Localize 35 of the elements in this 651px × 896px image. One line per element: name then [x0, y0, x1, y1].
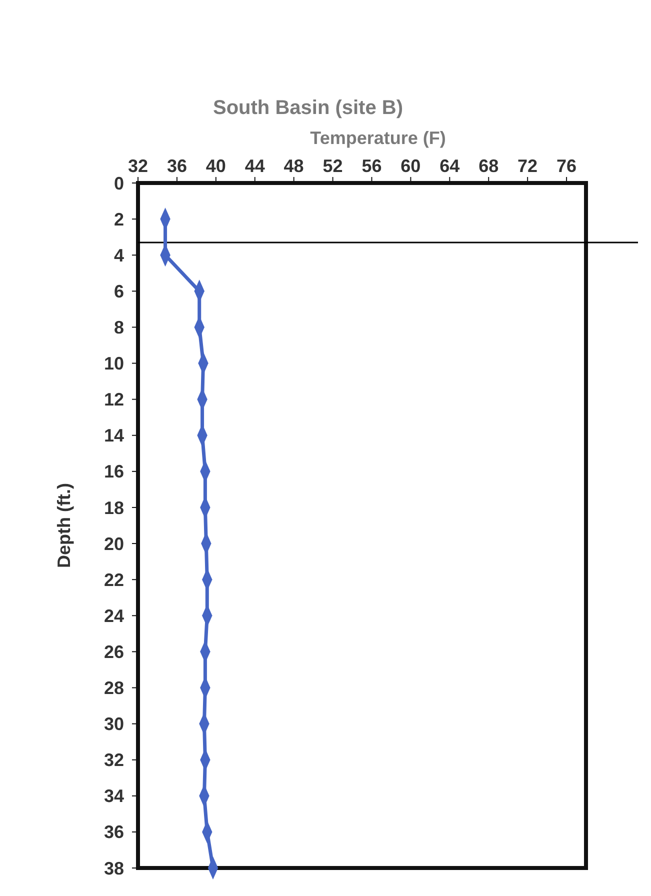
y-tick-label: 36	[104, 822, 124, 842]
x-tick-label: 64	[440, 156, 460, 176]
x-tick-label: 52	[322, 156, 343, 176]
y-tick-label: 26	[104, 642, 124, 662]
y-tick-label: 4	[114, 245, 124, 266]
y-tick-label: 32	[104, 750, 124, 770]
y-tick-label: 16	[104, 462, 124, 482]
y-tick-label: 0	[114, 173, 124, 194]
y-tick-label: 20	[104, 534, 124, 554]
x-tick-label: 60	[400, 156, 421, 176]
x-tick-label: 36	[166, 156, 187, 176]
x-tick-label: 44	[244, 156, 265, 176]
x-axis-title: Temperature (F)	[310, 128, 446, 148]
x-tick-label: 56	[362, 156, 382, 176]
y-axis-title: Depth (ft.)	[54, 483, 74, 568]
chart-title: South Basin (site B)	[212, 97, 404, 119]
x-tick-label: 68	[478, 156, 499, 176]
y-tick-label: 22	[104, 570, 124, 590]
y-tick-label: 38	[104, 858, 124, 878]
x-tick-label: 76	[556, 156, 577, 176]
x-tick-label: 72	[518, 156, 538, 176]
x-tick-label: 40	[206, 156, 226, 176]
y-tick-label: 12	[104, 390, 124, 410]
y-tick-label: 30	[104, 714, 124, 734]
y-tick-label: 34	[104, 786, 124, 806]
x-tick-label: 48	[284, 156, 304, 176]
y-tick-label: 2	[114, 209, 124, 230]
y-tick-label: 18	[104, 498, 124, 518]
y-tick-label: 24	[104, 606, 124, 626]
y-tick-label: 28	[104, 678, 124, 698]
y-tick-label: 6	[114, 281, 124, 302]
y-tick-label: 14	[104, 426, 124, 446]
y-tick-label: 8	[114, 318, 124, 338]
y-tick-label: 10	[104, 354, 124, 374]
x-tick-label: 32	[128, 156, 148, 176]
